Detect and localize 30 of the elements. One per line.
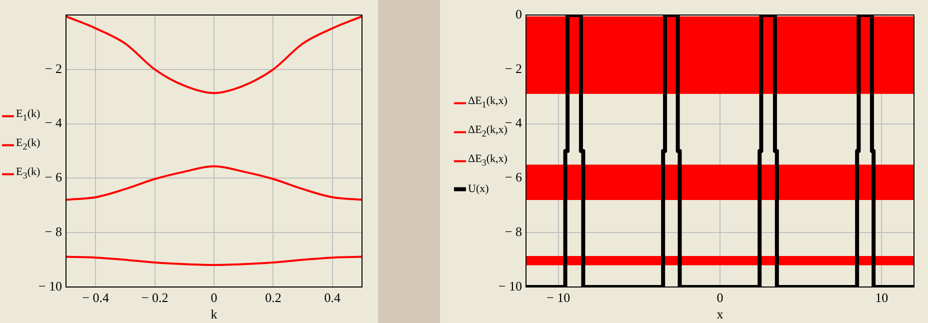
x-tick-label: 0.2 <box>265 290 282 306</box>
x-tick-label: 10 <box>875 290 888 306</box>
y-tick-label: − 10 <box>498 278 522 294</box>
legend-label: ΔE$_{2}$(k,x) <box>468 123 508 141</box>
y-tick-label: 0 <box>516 6 522 22</box>
y-tick-label: − 10 <box>38 278 62 294</box>
y-tick-label: − 8 <box>44 224 62 240</box>
x-tick-label: 0.4 <box>324 290 342 306</box>
legend-label: ΔE$_{3}$(k,x) <box>468 152 508 170</box>
legend-label: E$_{3}$(k) <box>16 166 40 183</box>
line-series <box>66 165 362 201</box>
y-tick-label: − 4 <box>44 115 62 130</box>
x-tick-label: 0 <box>716 290 724 306</box>
legend-label: U(x) <box>468 182 489 196</box>
line-series <box>66 15 362 94</box>
y-tick-label: − 8 <box>504 224 522 240</box>
band-label: ΔE$_{1}$(k,x) <box>468 94 508 112</box>
x-tick-label: 0 <box>210 290 218 306</box>
y-tick-label: − 6 <box>44 170 62 185</box>
x-axis-title: x <box>716 306 724 322</box>
line-series <box>66 256 362 266</box>
y-tick-label: − 2 <box>44 60 62 76</box>
y-tick-label: − 2 <box>504 60 522 76</box>
y-tick-label: − 6 <box>504 170 522 185</box>
legend-label: E$_{2}$(k) <box>16 136 40 154</box>
x-tick-label: − 10 <box>546 290 570 306</box>
legend-label: E$_{1}$(k) <box>16 107 40 124</box>
x-axis-title: k <box>210 306 218 322</box>
x-tick-label: − 0.4 <box>82 290 110 306</box>
x-tick-label: − 0.2 <box>141 290 168 306</box>
